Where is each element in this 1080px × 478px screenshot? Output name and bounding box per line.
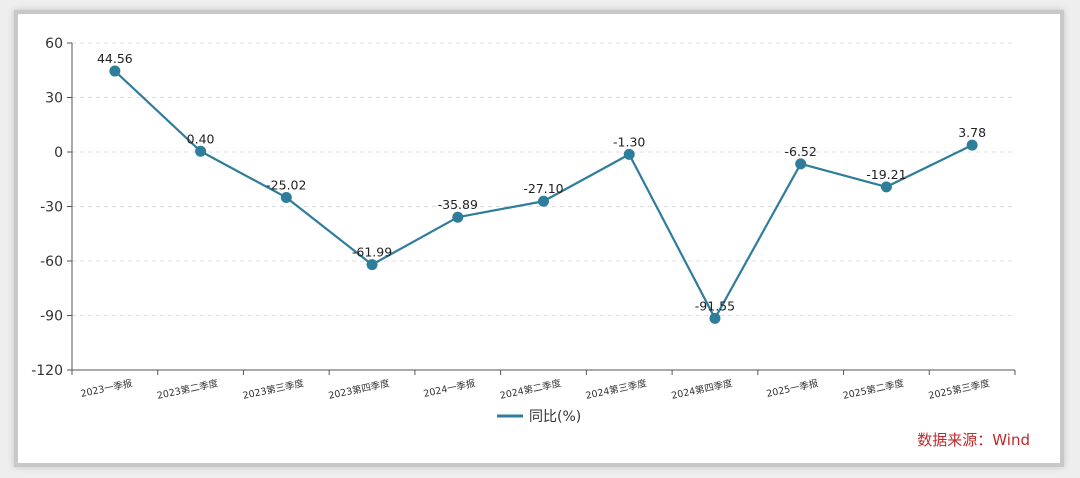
chart-frame <box>14 10 1064 467</box>
data-label: -61.99 <box>352 245 392 260</box>
y-tick-label: 60 <box>45 36 63 52</box>
x-tick-label: 2024第二季度 <box>499 377 563 402</box>
x-tick-label: 2023第三季度 <box>242 377 306 402</box>
data-label: -35.89 <box>438 197 478 212</box>
y-tick-label: -120 <box>31 363 63 379</box>
data-label: -6.52 <box>785 144 817 159</box>
data-point[interactable] <box>966 139 978 151</box>
data-point[interactable] <box>366 259 378 271</box>
x-tick-label: 2025第三季度 <box>927 377 991 402</box>
data-label: -91.55 <box>695 298 735 313</box>
x-tick-label: 2024第三季度 <box>585 377 649 402</box>
data-point[interactable] <box>623 148 635 160</box>
x-tick-label: 2025一季报 <box>765 377 820 400</box>
data-label: -27.10 <box>523 181 563 196</box>
data-point[interactable] <box>195 145 207 157</box>
x-tick-label: 2024一季报 <box>422 377 477 400</box>
x-tick-label: 2023一季报 <box>79 377 134 400</box>
data-point[interactable] <box>452 211 464 223</box>
data-source-label: 数据来源：Wind <box>917 431 1030 449</box>
y-tick-label: 0 <box>54 145 63 161</box>
data-label: 0.40 <box>187 131 215 146</box>
y-tick-label: -30 <box>40 200 63 216</box>
data-label: -25.02 <box>266 177 306 192</box>
data-point[interactable] <box>795 158 807 170</box>
data-point[interactable] <box>280 191 292 203</box>
data-label: -1.30 <box>613 134 645 149</box>
data-label: 44.56 <box>97 51 133 66</box>
data-point[interactable] <box>709 312 721 324</box>
data-point[interactable] <box>109 65 121 77</box>
legend-label: 同比(%) <box>529 409 581 425</box>
x-tick-label: 2025第二季度 <box>842 377 906 402</box>
x-tick-label: 2023第四季度 <box>327 377 391 402</box>
x-tick-label: 2023第二季度 <box>156 377 220 402</box>
data-label: -19.21 <box>866 167 906 182</box>
y-tick-label: -90 <box>40 309 63 325</box>
data-point[interactable] <box>880 181 892 193</box>
y-tick-label: -60 <box>40 254 63 270</box>
x-tick-label: 2024第四季度 <box>670 377 734 402</box>
data-point[interactable] <box>538 195 549 207</box>
data-label: 3.78 <box>958 125 986 140</box>
y-tick-label: 30 <box>45 91 63 107</box>
